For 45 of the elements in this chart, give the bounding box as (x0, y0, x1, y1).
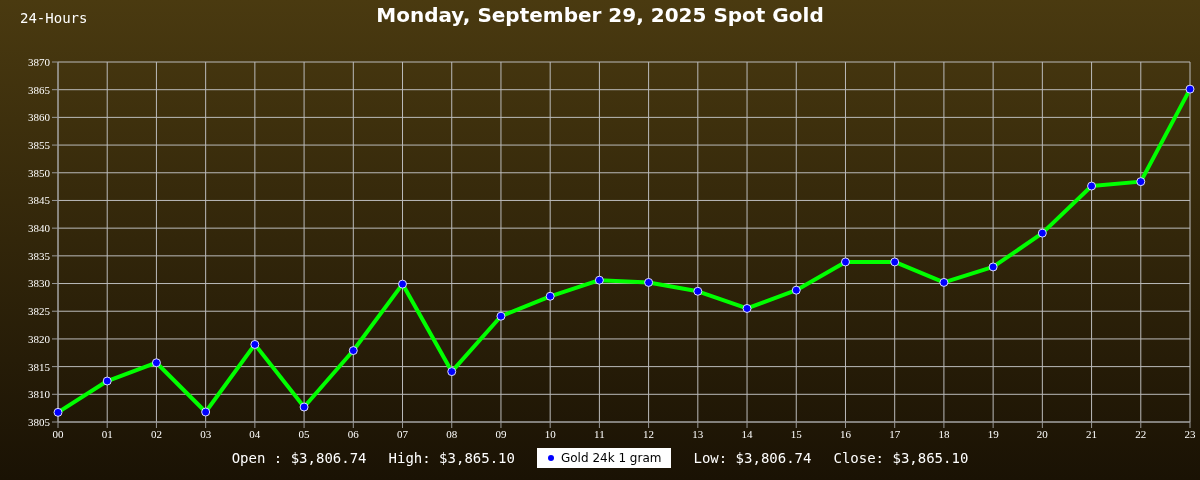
y-tick-label: 3860 (28, 111, 51, 124)
y-tick-label: 3835 (28, 249, 51, 262)
y-tick-label: 3865 (28, 83, 51, 96)
x-tick-label: 00 (52, 427, 64, 440)
x-tick-label: 08 (446, 427, 458, 440)
text: High: $3,865.10 (388, 450, 515, 466)
y-tick-label: 3840 (28, 222, 51, 235)
x-tick-label: 06 (347, 427, 360, 440)
y-tick-label: 3830 (28, 277, 51, 290)
x-tick-label: 13 (692, 427, 704, 440)
x-tick-label: 18 (938, 427, 950, 440)
y-tick-label: 3815 (28, 360, 51, 373)
y-tick-label: 3820 (28, 332, 51, 345)
legend-label: Gold 24k 1 gram (560, 451, 662, 465)
y-tick-label: 3870 (28, 55, 51, 68)
x-tick-label: 01 (101, 427, 113, 440)
x-tick-label: 20 (1036, 427, 1049, 440)
x-tick-label: 04 (249, 427, 261, 440)
y-tick-label: 3805 (28, 415, 51, 428)
text: Open : $3,806.74 (231, 450, 367, 466)
text: Close: $3,865.10 (833, 450, 969, 466)
x-tick-label: 12 (643, 427, 655, 440)
chart-title: Monday, September 29, 2025 Spot Gold (376, 3, 824, 27)
chart-subtitle: 24-Hours (20, 10, 88, 26)
x-tick-label: 02 (150, 427, 162, 440)
x-tick-label: 11 (594, 427, 605, 440)
x-tick-label: 10 (544, 427, 557, 440)
y-tick-label: 3810 (28, 388, 51, 401)
x-tick-label: 09 (495, 427, 507, 440)
x-tick-label: 03 (200, 427, 212, 440)
x-tick-label: 23 (1184, 427, 1196, 440)
y-tick-label: 3850 (28, 166, 51, 179)
x-tick-label: 17 (889, 427, 901, 440)
x-tick-label: 05 (298, 427, 311, 440)
x-tick-label: 14 (741, 427, 754, 440)
x-tick-label: 07 (397, 427, 409, 440)
x-tick-label: 21 (1086, 427, 1098, 440)
y-tick-label: 3825 (28, 305, 51, 318)
x-tick-label: 19 (987, 427, 1000, 440)
x-tick-label: 22 (1135, 427, 1147, 440)
y-tick-label: 3855 (28, 138, 51, 151)
x-tick-label: 15 (790, 427, 803, 440)
text: Low: $3,806.74 (693, 450, 812, 466)
y-tick-label: 3845 (28, 194, 51, 207)
x-tick-label: 16 (839, 427, 852, 440)
